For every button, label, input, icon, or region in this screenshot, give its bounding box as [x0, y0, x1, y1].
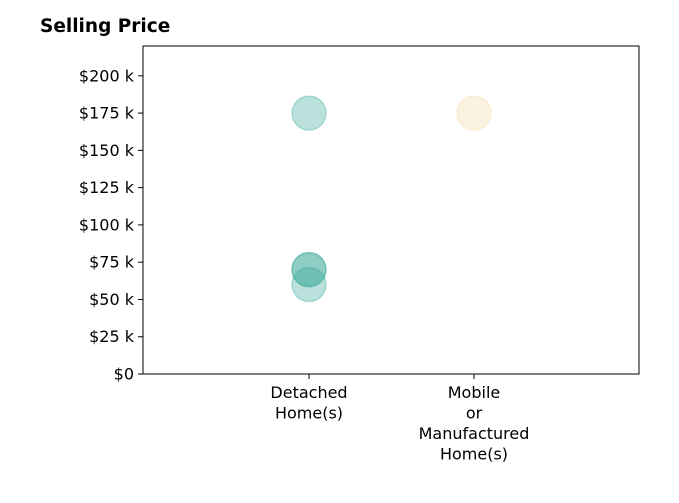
data-point	[291, 266, 327, 303]
x-tick-label: Mobile or Manufactured Home(s)	[419, 383, 530, 464]
y-tick-label: $100 k	[79, 215, 135, 234]
x-axis: Detached Home(s) Mobile or Manufactured Home(…	[270, 374, 529, 464]
x-tick-label: Detached Home(s)	[270, 383, 347, 423]
data-point	[291, 251, 327, 288]
data-point	[291, 251, 327, 288]
y-tick-label: $150 k	[79, 141, 135, 160]
y-tick-label: $200 k	[79, 66, 135, 85]
plot-frame	[142, 45, 640, 375]
y-tick-label: $75 k	[89, 253, 135, 272]
data-point	[456, 95, 492, 131]
y-tick-label: $125 k	[79, 178, 135, 197]
y-tick-label: $50 k	[89, 290, 135, 309]
y-tick-label: $25 k	[89, 327, 135, 346]
chart-marks	[291, 95, 492, 303]
y-tick-label: $0	[114, 365, 134, 384]
data-point	[291, 95, 327, 131]
y-axis: $0 $25 k $50 k $75 k $100 k $125 k $150 k $175 …	[79, 66, 143, 384]
chart-title: Selling Price	[40, 16, 171, 37]
y-tick-label: $175 k	[79, 104, 135, 123]
